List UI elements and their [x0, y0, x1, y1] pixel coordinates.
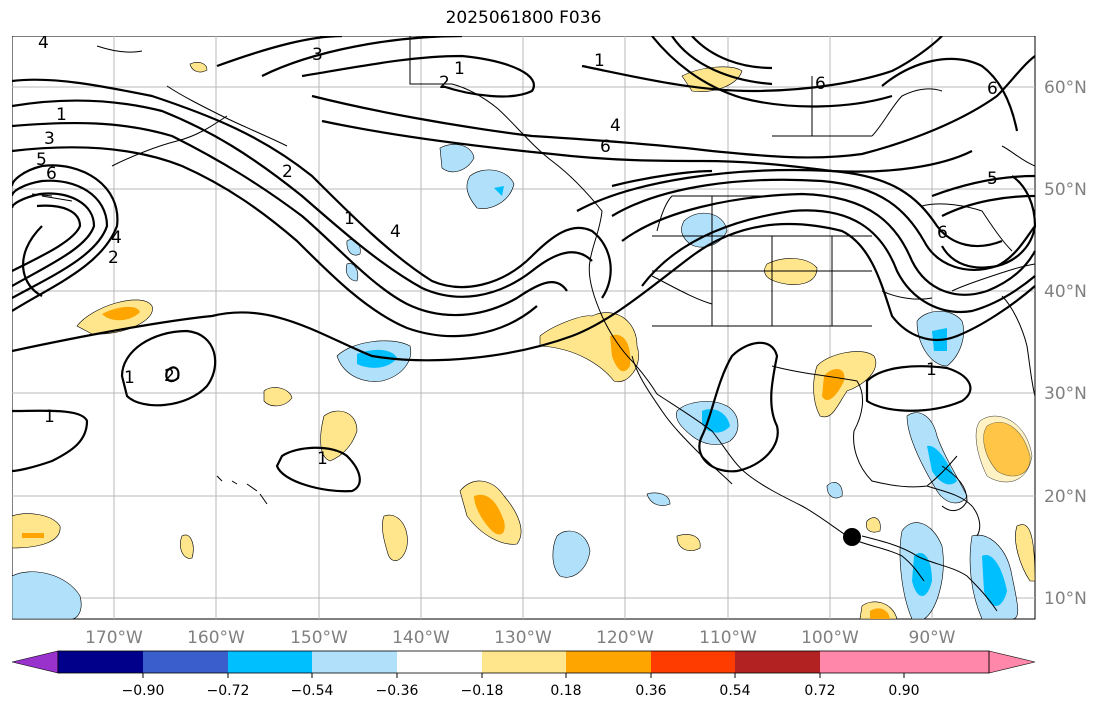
colorbar-tick-label: −0.90	[122, 683, 165, 699]
colorbar-segment	[397, 651, 482, 673]
colorbar-tick-label: 0.36	[635, 683, 666, 699]
colorbar-segment	[566, 651, 651, 673]
lon-label: 150°W	[290, 628, 348, 648]
storm-center-dot	[843, 528, 861, 546]
contour-label: 4	[610, 116, 621, 136]
colorbar-segment	[312, 651, 397, 673]
colorbar-segment	[228, 651, 312, 673]
longitude-labels: 170°W 160°W 150°W 140°W 130°W 120°W 110°…	[85, 628, 956, 648]
contour-label-group: 4 3 1 2 6 4 6 5 1 3 5 6 6 4 2 2 1 4 1 1 …	[36, 36, 998, 469]
contour-label: 6	[46, 164, 57, 184]
colorbar-segment	[143, 651, 228, 673]
chart-title: 2025061800 F036	[445, 8, 602, 28]
lon-label: 140°W	[392, 628, 450, 648]
lon-label: 100°W	[801, 628, 859, 648]
contour-lines	[12, 36, 1037, 493]
contour-label: 6	[815, 74, 826, 94]
contour-label: 4	[111, 228, 122, 248]
graticule	[12, 36, 1035, 619]
contour-label: 1	[56, 105, 67, 125]
lon-label: 120°W	[596, 628, 654, 648]
contour-label: 4	[390, 222, 401, 242]
colorbar-segment	[820, 651, 989, 673]
contour-label: 6	[987, 79, 998, 99]
colorbar-tick-label: −0.18	[461, 683, 504, 699]
contour-label: 5	[36, 150, 47, 170]
colorbar-outline	[57, 650, 990, 674]
colorbar-tick-label: −0.72	[207, 683, 250, 699]
colorbar-tick-label: 0.54	[719, 683, 750, 699]
shading-negative	[12, 144, 1019, 620]
lat-label: 40°N	[1044, 282, 1087, 302]
colorbar-segment	[735, 651, 820, 673]
contour-label: 2	[439, 73, 450, 93]
colorbar-low-extend	[12, 650, 59, 674]
contour-label: 1	[594, 51, 605, 71]
latitude-labels: 60°N 50°N 40°N 30°N 20°N 10°N	[1044, 78, 1087, 609]
lat-label: 20°N	[1044, 487, 1087, 507]
contour-label: 1	[454, 59, 465, 79]
contour-label: 3	[44, 129, 55, 149]
lat-label: 30°N	[1044, 384, 1087, 404]
map-panel: 4 3 1 2 6 4 6 5 1 3 5 6 6 4 2 2 1 4 1 1 …	[12, 36, 1087, 699]
lat-label: 50°N	[1044, 180, 1087, 200]
colorbar-segments	[58, 651, 989, 673]
colorbar-tick-label: 0.90	[888, 683, 919, 699]
colorbar-tick-label: 0.72	[804, 683, 835, 699]
shading-positive	[12, 62, 1036, 620]
contour-label: 2	[164, 366, 175, 386]
colorbar-high-extend	[988, 650, 1036, 674]
colorbar: −0.90 −0.72 −0.54 −0.36 −0.18 0.18 0.36 0.54 0.7…	[12, 650, 1036, 699]
colorbar-tick-label: 0.18	[550, 683, 581, 699]
coastlines	[31, 36, 1036, 612]
lon-label: 170°W	[85, 628, 143, 648]
colorbar-ticks: −0.90 −0.72 −0.54 −0.36 −0.18 0.18 0.36 0.54 0.7…	[122, 673, 920, 699]
contour-label: 1	[344, 209, 355, 229]
contour-label: 1	[317, 449, 328, 469]
contour-label: 5	[987, 169, 998, 189]
lon-label: 110°W	[699, 628, 757, 648]
contour-label: 1	[44, 407, 55, 427]
contour-label: 4	[38, 36, 49, 53]
contour-label: 2	[108, 248, 119, 268]
contour-label: 2	[282, 162, 293, 182]
lon-label: 160°W	[187, 628, 245, 648]
lon-label: 130°W	[494, 628, 552, 648]
colorbar-segment	[58, 651, 143, 673]
contour-label: 1	[124, 368, 135, 388]
colorbar-segment	[482, 651, 566, 673]
contour-label: 1	[926, 360, 937, 380]
contour-label: 6	[600, 137, 611, 157]
colorbar-tick-label: −0.36	[376, 683, 419, 699]
colorbar-tick-label: −0.54	[291, 683, 334, 699]
lat-label: 10°N	[1044, 589, 1087, 609]
colorbar-segment	[651, 651, 735, 673]
lon-label: 90°W	[909, 628, 956, 648]
contour-label: 3	[312, 45, 323, 65]
lat-label: 60°N	[1044, 78, 1087, 98]
contour-label: 6	[937, 223, 948, 243]
